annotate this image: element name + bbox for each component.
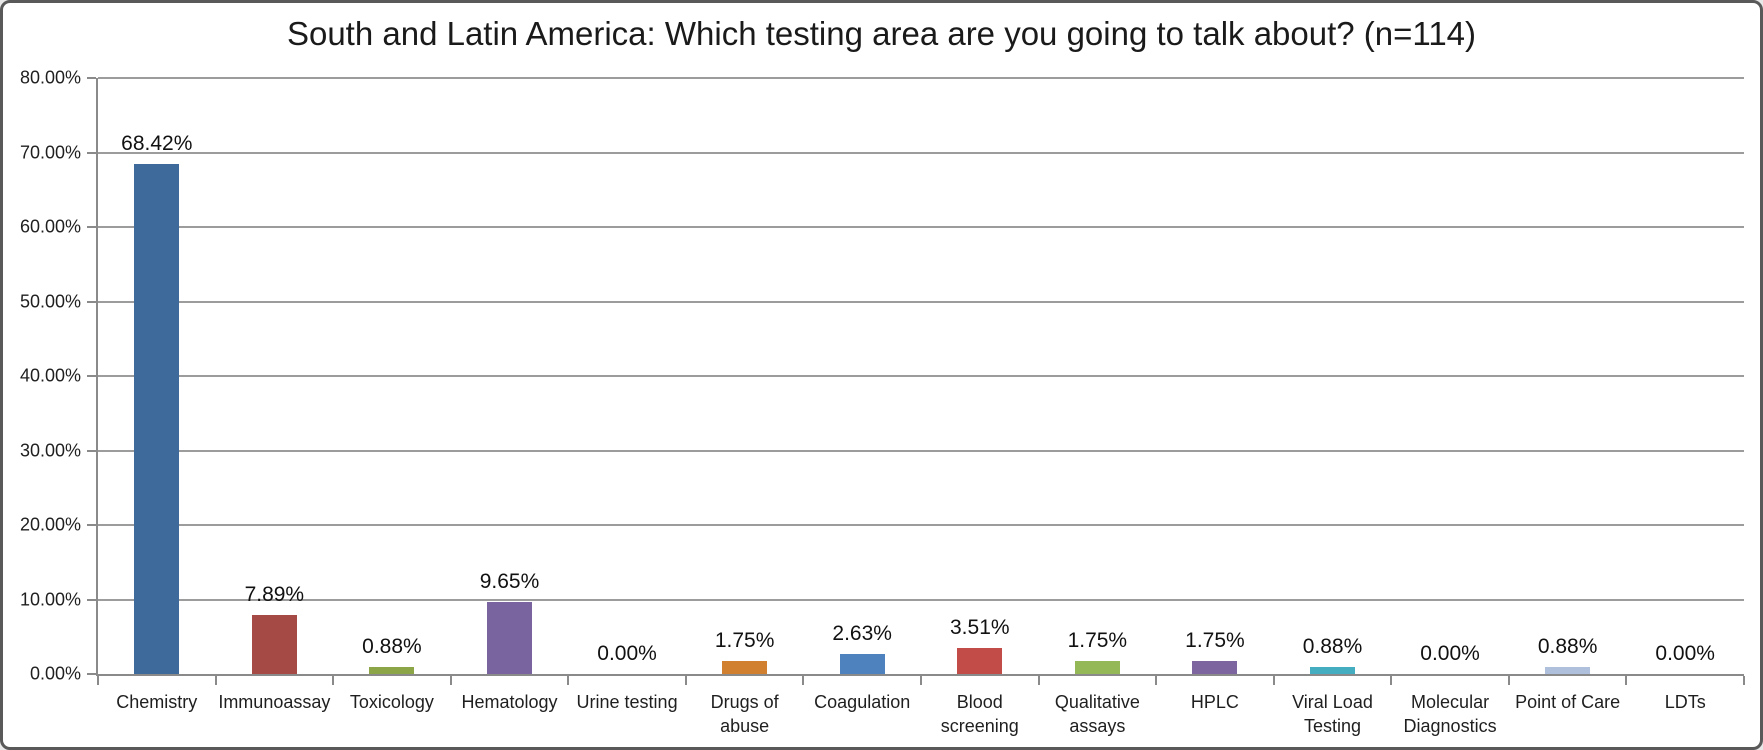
bar-hematology: [487, 602, 532, 674]
x-category-label-blood-screening: Blood screening: [940, 692, 1019, 736]
x-category-label-hematology: Hematology: [461, 692, 558, 712]
bar-value-label: 0.00%: [1420, 642, 1480, 665]
y-tick-label: 0.00%: [29, 663, 81, 684]
bar-value-label: 3.51%: [950, 616, 1010, 639]
x-category-label-chemistry: Chemistry: [116, 692, 198, 712]
y-tick-label: 40.00%: [19, 365, 81, 386]
x-axis-tick: [802, 676, 805, 685]
y-axis-tick: [87, 151, 96, 154]
bar-blood-screening: [957, 648, 1003, 674]
gridline-60: [98, 226, 1744, 228]
bar-value-label: 0.00%: [597, 642, 657, 665]
y-axis-tick: [87, 673, 96, 675]
x-category-label-ldts: LDTs: [1664, 692, 1706, 712]
bar-immunoassay: [251, 615, 297, 674]
y-axis-tick: [87, 226, 96, 228]
bar-viral-load-testing: [1310, 667, 1355, 674]
bar-value-label: 1.75%: [1185, 629, 1245, 652]
bar-toxicology: [369, 667, 415, 674]
x-category-label-drugs-of-abuse: Drugs of abuse: [710, 692, 779, 736]
x-axis-tick: [1155, 676, 1158, 685]
x-axis-tick: [1743, 676, 1745, 685]
y-axis-tick: [87, 375, 96, 377]
x-axis-line: [96, 674, 1744, 676]
bar-value-label: 68.42%: [121, 132, 193, 155]
bar-value-label: 0.88%: [362, 635, 422, 658]
x-category-label-viral-load-testing: Viral Load Testing: [1292, 692, 1373, 736]
x-axis-tick: [332, 676, 335, 685]
x-axis-tick: [97, 676, 99, 685]
x-category-label-molecular-diagnostics: Molecular Diagnostics: [1403, 692, 1497, 736]
bar-value-label: 1.75%: [714, 629, 775, 652]
bar-value-label: 0.88%: [1537, 635, 1598, 658]
x-axis-tick: [449, 676, 452, 685]
x-category-label-qualitative-assays: Qualitative assays: [1054, 692, 1140, 736]
bar-value-label: 2.63%: [832, 622, 892, 645]
x-axis-tick: [214, 676, 217, 685]
y-tick-label: 60.00%: [19, 216, 81, 237]
x-axis-tick: [684, 676, 687, 685]
gridline-30: [98, 449, 1744, 452]
x-category-label-point-of-care: Point of Care: [1515, 692, 1621, 712]
x-category-label-urine-testing: Urine testing: [576, 692, 678, 712]
gridline-10: [98, 598, 1744, 601]
y-axis-line: [96, 78, 98, 674]
y-tick-label: 80.00%: [19, 67, 81, 88]
bar-qualitative-assays: [1074, 661, 1120, 674]
x-category-label-toxicology: Toxicology: [349, 692, 434, 712]
bar-drugs-of-abuse: [722, 661, 768, 674]
y-axis-tick: [87, 598, 96, 601]
gridline-20: [98, 524, 1744, 526]
x-axis-tick: [1625, 676, 1628, 685]
gridline-70: [98, 151, 1744, 154]
plot-area: 80.00% 70.00% 60.00% 50.00% 40.00% 30.00% 20.0…: [20, 68, 1745, 736]
gridline-80: [98, 77, 1744, 79]
bar-chemistry: [134, 164, 180, 674]
x-axis-tick: [920, 676, 922, 685]
y-tick-label: 20.00%: [19, 514, 81, 535]
y-axis-tick: [87, 300, 96, 303]
y-tick-label: 30.00%: [19, 440, 81, 460]
y-axis-tick: [87, 524, 96, 526]
x-axis-tick: [1272, 676, 1275, 685]
gridline-40: [98, 375, 1744, 377]
y-axis-tick: [87, 449, 96, 452]
y-tick-label: 10.00%: [19, 589, 81, 609]
bar-value-label: 1.75%: [1067, 629, 1128, 652]
bar-point-of-care: [1545, 667, 1591, 674]
y-axis-tick: [87, 77, 96, 79]
x-axis-tick: [1390, 676, 1393, 685]
bar-value-label: 9.65%: [479, 570, 540, 593]
bar-hplc: [1192, 661, 1238, 674]
chart-title: South and Latin America: Which testing a…: [286, 15, 1477, 52]
y-tick-label: 50.00%: [19, 291, 81, 311]
x-category-label-coagulation: Coagulation: [814, 692, 911, 712]
bar-value-label: 0.88%: [1302, 635, 1363, 658]
bar-value-label: 0.00%: [1655, 642, 1715, 665]
x-axis-tick: [1037, 676, 1040, 685]
y-tick-label: 70.00%: [19, 142, 81, 162]
gridline-50: [98, 300, 1744, 303]
x-category-label-hplc: HPLC: [1190, 692, 1239, 712]
x-category-label-immunoassay: Immunoassay: [218, 692, 331, 712]
x-axis-tick: [1507, 676, 1510, 685]
bar-coagulation: [839, 654, 885, 674]
x-axis-tick: [567, 676, 570, 685]
bar-value-label: 7.89%: [244, 583, 305, 606]
